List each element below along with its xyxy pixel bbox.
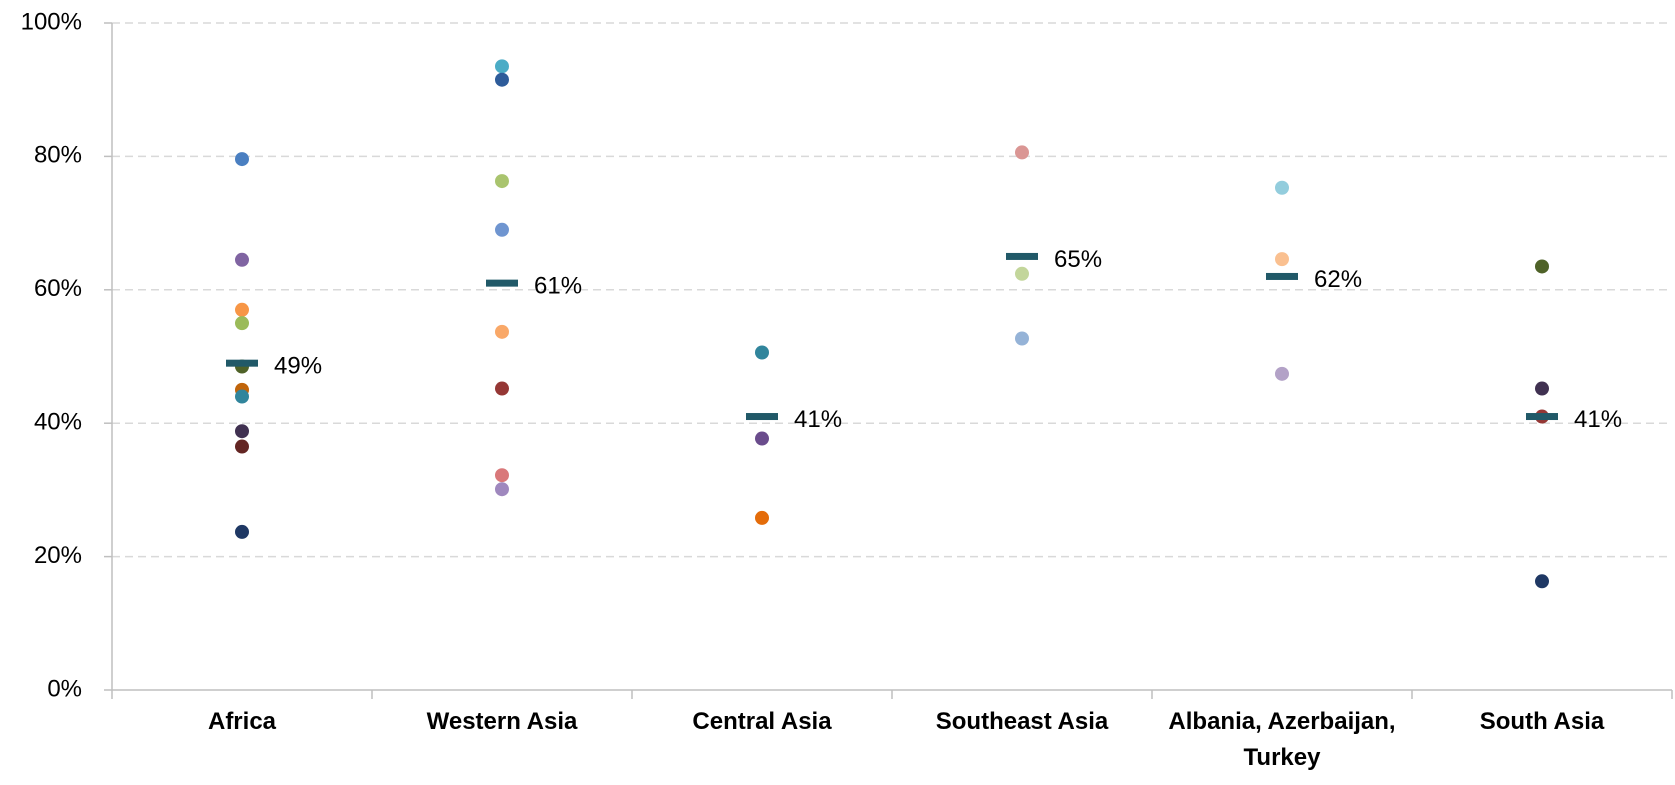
mean-label: 62%	[1314, 266, 1362, 293]
y-tick-label: 20%	[34, 542, 82, 569]
x-tick-label: South Asia	[1479, 708, 1605, 735]
data-point	[1015, 266, 1029, 281]
data-point	[1015, 331, 1029, 346]
mean-label: 41%	[1574, 406, 1622, 433]
data-point	[235, 524, 249, 539]
mean-marker	[1526, 413, 1558, 421]
data-point	[1275, 366, 1289, 381]
data-point	[495, 72, 509, 87]
data-point	[1015, 145, 1029, 160]
data-point	[755, 431, 769, 446]
mean-marker	[746, 413, 778, 421]
y-tick-label: 60%	[34, 275, 82, 302]
data-point	[235, 316, 249, 331]
data-point	[755, 510, 769, 525]
data-point	[235, 389, 249, 404]
mean-marker	[1266, 272, 1298, 280]
x-tick-label: Africa	[207, 708, 277, 735]
data-point	[1535, 259, 1549, 274]
y-tick-label: 100%	[21, 8, 82, 35]
data-point	[235, 302, 249, 317]
y-tick-label: 80%	[34, 142, 82, 169]
data-point	[495, 482, 509, 497]
mean-marker	[226, 359, 258, 367]
data-point	[495, 324, 509, 339]
y-tick-label: 40%	[34, 409, 82, 436]
x-tick-label: Albania, Azerbaijan, Turkey	[1168, 708, 1396, 771]
x-tick-label: Southeast Asia	[935, 708, 1109, 735]
data-point	[495, 222, 509, 237]
mean-label: 41%	[794, 406, 842, 433]
data-point	[235, 252, 249, 267]
data-point	[235, 439, 249, 454]
data-point	[495, 174, 509, 189]
mean-label: 61%	[534, 272, 582, 299]
x-tick-label: Western Asia	[426, 708, 578, 735]
data-point	[755, 345, 769, 360]
data-point	[1535, 574, 1549, 589]
data-point	[1275, 252, 1289, 267]
data-point	[1535, 381, 1549, 396]
data-point	[495, 381, 509, 396]
y-tick-label: 0%	[47, 675, 82, 702]
data-point	[495, 59, 509, 74]
mean-label: 49%	[274, 353, 322, 380]
data-point	[495, 468, 509, 483]
x-tick-label: Central Asia	[692, 708, 832, 735]
data-point	[1275, 180, 1289, 195]
mean-marker	[1006, 252, 1038, 260]
data-point	[235, 152, 249, 167]
mean-label: 65%	[1054, 246, 1102, 273]
mean-marker	[486, 279, 518, 287]
data-point	[235, 424, 249, 439]
